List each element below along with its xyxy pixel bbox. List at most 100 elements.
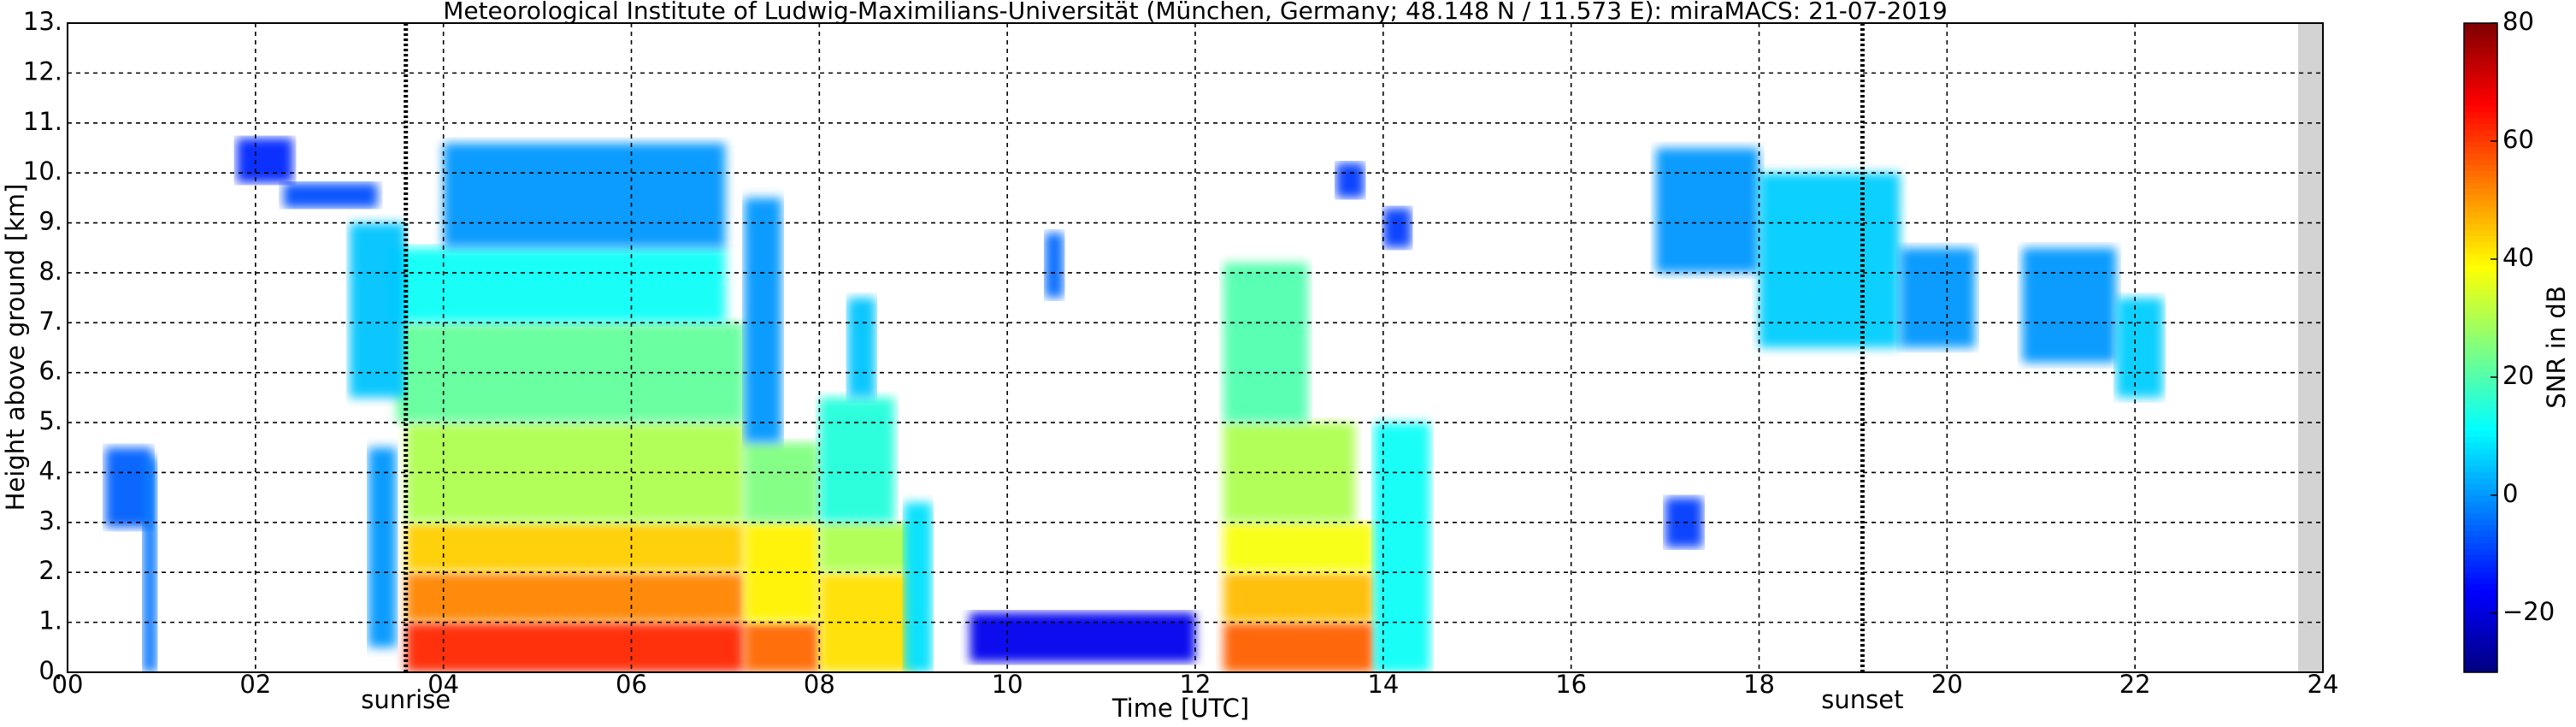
echo-cell: [1382, 208, 1412, 248]
colorbar-swatch: [2464, 323, 2497, 331]
colorbar-swatch: [2464, 483, 2497, 490]
colorbar-swatch: [2464, 270, 2497, 278]
y-tick-label: 1.: [38, 606, 62, 635]
colorbar-swatch: [2464, 241, 2497, 248]
colorbar-swatch: [2464, 394, 2497, 402]
colorbar-swatch: [2464, 524, 2497, 531]
no-data-band: [2298, 23, 2323, 672]
colorbar-swatch: [2464, 406, 2497, 413]
colorbar-swatch: [2464, 211, 2497, 219]
colorbar-swatch: [2464, 418, 2497, 425]
colorbar-swatch: [2464, 288, 2497, 295]
colorbar-swatch: [2464, 471, 2497, 478]
echo-cell: [819, 522, 914, 573]
colorbar-swatch: [2464, 329, 2497, 337]
y-tick-label: 3.: [38, 506, 62, 535]
colorbar-swatch: [2464, 495, 2497, 502]
x-tick-label: 18: [1743, 670, 1775, 699]
x-tick-label: 06: [616, 670, 647, 699]
colorbar-tick-label: 0: [2502, 479, 2518, 508]
colorbar-swatch: [2464, 618, 2497, 626]
colorbar-swatch: [2464, 170, 2497, 177]
echo-cell: [1045, 233, 1064, 298]
x-axis-label: Time [UTC]: [1111, 694, 1249, 723]
colorbar-tick-label: 60: [2502, 125, 2534, 154]
colorbar-swatch: [2464, 400, 2497, 408]
y-tick-label: 2.: [38, 556, 62, 585]
colorbar-swatch: [2464, 365, 2497, 372]
colorbar-swatch: [2464, 152, 2497, 160]
x-tick-label: 08: [804, 670, 835, 699]
plot-frame: [67, 22, 2324, 673]
colorbar-swatch: [2464, 636, 2497, 644]
colorbar-swatch: [2464, 571, 2497, 579]
x-tick-label: 20: [1931, 670, 1963, 699]
echo-cell: [368, 447, 397, 647]
x-tick-label: 12: [1180, 670, 1211, 699]
colorbar-swatch: [2464, 23, 2497, 30]
x-tick-label: 04: [427, 670, 459, 699]
echo-cell: [1223, 622, 1374, 672]
colorbar-swatch: [2464, 28, 2497, 36]
colorbar-swatch: [2464, 158, 2497, 166]
colorbar-frame: [2463, 22, 2498, 673]
colorbar-swatch: [2464, 542, 2497, 549]
x-tick-label: 02: [239, 670, 271, 699]
y-tick-label: 6.: [38, 357, 62, 386]
colorbar-swatch: [2464, 141, 2497, 148]
echo-cell: [1373, 423, 1430, 672]
colorbar-swatch: [2464, 253, 2497, 260]
colorbar-swatch: [2464, 489, 2497, 496]
x-tick-label: 24: [2308, 670, 2339, 699]
y-tick-label: 13.: [23, 7, 62, 36]
colorbar-swatch: [2464, 188, 2497, 195]
colorbar-swatch: [2464, 164, 2497, 172]
colorbar-swatch: [2464, 312, 2497, 319]
colorbar-swatch: [2464, 347, 2497, 354]
annotation-label: sunset: [1821, 685, 1903, 714]
colorbar-swatch: [2464, 200, 2497, 207]
colorbar-swatch: [2464, 548, 2497, 555]
echo-cell: [1223, 522, 1374, 573]
colorbar-swatch: [2464, 577, 2497, 585]
y-tick-label: 9.: [38, 207, 62, 236]
colorbar-swatch: [2464, 129, 2497, 136]
echo-cell: [386, 247, 726, 323]
colorbar-swatch: [2464, 589, 2497, 596]
y-tick-label: 5.: [38, 406, 62, 435]
echo-cell: [744, 198, 782, 443]
echo-cell: [1900, 247, 1976, 348]
colorbar-swatch: [2464, 377, 2497, 384]
y-axis-label: Height above ground [km]: [1, 184, 30, 511]
colorbar-swatch: [2464, 205, 2497, 213]
colorbar-swatch: [2464, 235, 2497, 242]
y-tick-label: 7.: [38, 306, 62, 335]
colorbar-swatch: [2464, 176, 2497, 183]
y-tick-label: 8.: [38, 257, 62, 286]
colorbar-swatch: [2464, 359, 2497, 366]
echo-cell: [405, 522, 745, 573]
echo-cell: [2022, 247, 2117, 364]
echo-cell: [1335, 163, 1365, 198]
colorbar-swatch: [2464, 117, 2497, 124]
colorbar-swatch: [2464, 506, 2497, 514]
echo-cell: [1223, 263, 1308, 423]
colorbar-swatch: [2464, 146, 2497, 154]
colorbar-swatch: [2464, 436, 2497, 443]
echo-cell: [2116, 298, 2164, 398]
echo-cell: [819, 397, 895, 523]
colorbar-swatch: [2464, 536, 2497, 543]
echo-cell: [1223, 572, 1374, 623]
colorbar-swatch: [2464, 282, 2497, 290]
colorbar-swatch: [2464, 441, 2497, 449]
colorbar-swatch: [2464, 335, 2497, 343]
echo-cell: [283, 182, 378, 209]
colorbar-swatch: [2464, 99, 2497, 107]
colorbar-swatch: [2464, 70, 2497, 77]
colorbar-swatch: [2464, 642, 2497, 649]
colorbar-swatch: [2464, 565, 2497, 573]
y-tick-label: 12.: [23, 56, 62, 86]
colorbar-swatch: [2464, 500, 2497, 508]
echo-cell: [405, 572, 745, 623]
